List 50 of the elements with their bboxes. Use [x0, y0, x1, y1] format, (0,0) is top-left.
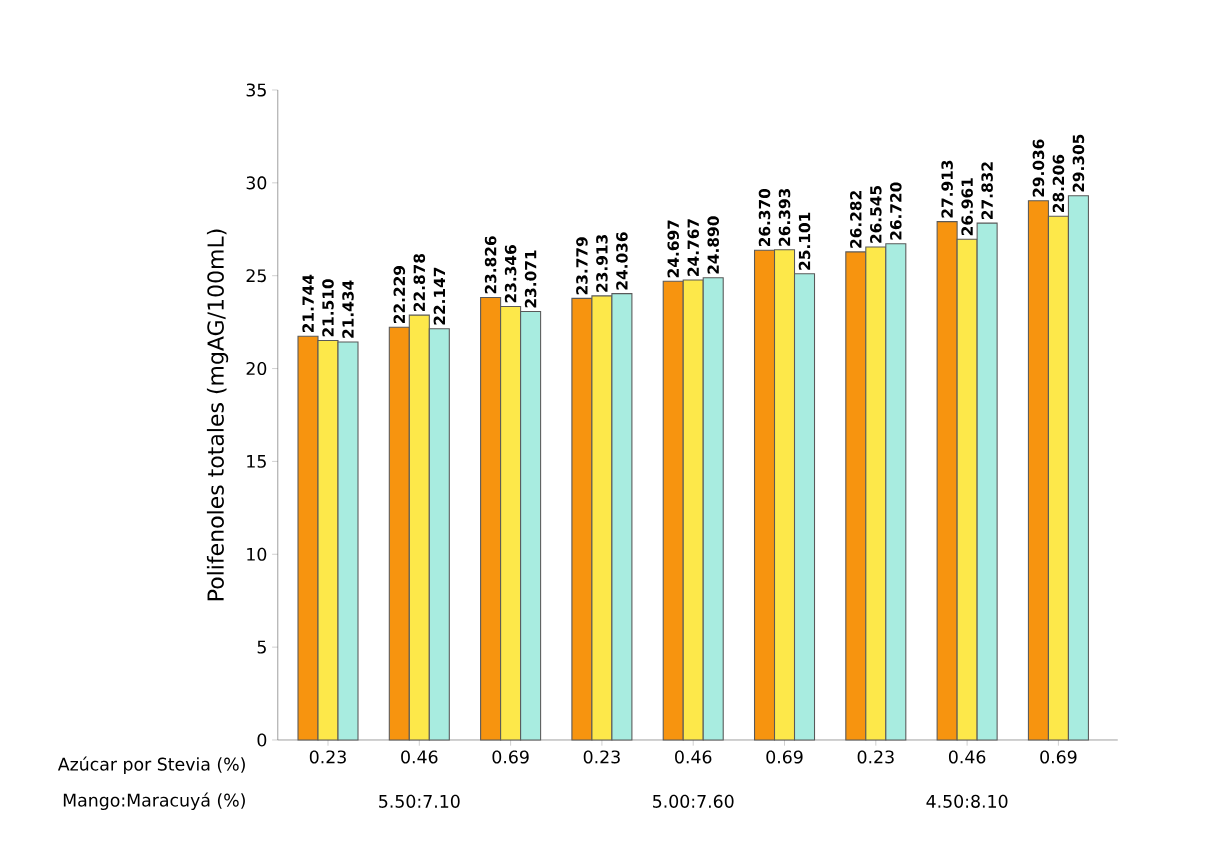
- data-label: 22.878: [413, 253, 426, 311]
- x-tick-label: 0.69: [1040, 750, 1077, 764]
- y-axis-title: Polifenoles totales (mgAG/100mL): [206, 229, 229, 601]
- text: 4.50:8.10: [926, 794, 1008, 808]
- data-label: 21.744: [302, 274, 314, 333]
- data-label: 23.826: [484, 236, 497, 294]
- data-label: 24.036: [616, 232, 628, 290]
- y-tick-label: 20: [246, 362, 267, 376]
- data-label: 26.393: [778, 188, 791, 246]
- data-label: 26.282: [850, 191, 862, 248]
- data-label: 29.036: [1032, 139, 1045, 197]
- text: 5.50:7.10: [379, 794, 460, 808]
- data-label: 23.071: [524, 250, 537, 308]
- data-label: 21.510: [322, 279, 334, 337]
- x-tick-label: 0.69: [766, 750, 803, 764]
- x-tick-label: 0.46: [948, 750, 986, 764]
- data-label: 28.206: [1052, 154, 1065, 213]
- x-tick-label: 0.23: [309, 750, 346, 764]
- data-label: 26.370: [758, 188, 771, 247]
- data-label: 24.890: [707, 216, 719, 274]
- x-tick-label: 0.23: [583, 750, 620, 764]
- x-tick-label: 0.23: [857, 750, 894, 764]
- data-label: 23.346: [504, 245, 517, 303]
- x-axis-title: Azúcar por Stevia (%): [57, 756, 245, 775]
- text: 5.00:7.60: [653, 794, 734, 808]
- x-tick-label: 0.69: [492, 750, 529, 764]
- x-tick-label: 0.46: [401, 750, 438, 764]
- y-tick-label: 35: [246, 83, 266, 97]
- y-tick-label: 15: [247, 454, 266, 468]
- text: Mango:Maracuyá (%): [63, 792, 245, 811]
- data-label: 24.767: [687, 219, 699, 276]
- data-label: 26.961: [961, 178, 973, 236]
- data-label: 27.832: [981, 162, 993, 219]
- data-label: 27.913: [941, 160, 953, 218]
- x-tick-label: 0.46: [675, 750, 712, 764]
- data-label: 24.697: [667, 220, 679, 278]
- data-label: 29.305: [1072, 134, 1085, 192]
- data-label: 25.101: [798, 212, 811, 270]
- data-label: 22.229: [393, 266, 406, 324]
- data-label: 26.545: [870, 185, 882, 243]
- y-tick-label: 10: [247, 547, 267, 561]
- data-label: 22.147: [433, 267, 445, 325]
- y-tick-label: 0: [257, 733, 267, 747]
- data-label: 23.913: [596, 234, 608, 292]
- y-tick-label: 30: [246, 176, 267, 190]
- data-label: 23.779: [576, 237, 588, 295]
- y-tick-label: 5: [257, 640, 266, 654]
- data-label: 21.434: [342, 280, 354, 338]
- data-label: 26.720: [890, 182, 902, 240]
- y-tick-label: 25: [246, 269, 266, 283]
